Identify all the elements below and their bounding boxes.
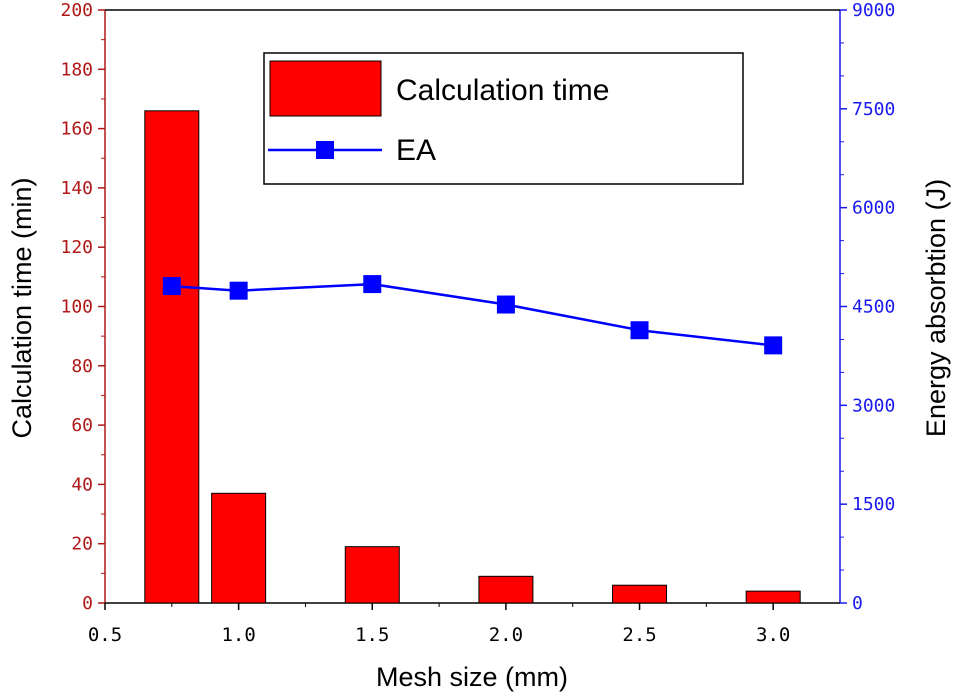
- left-tick-label: 140: [60, 178, 93, 199]
- legend-label-calculation-time: Calculation time: [396, 74, 609, 107]
- left-tick-label: 120: [60, 237, 93, 258]
- left-tick-label: 100: [60, 297, 93, 318]
- x-axis-title: Mesh size (mm): [376, 662, 568, 692]
- x-tick-label: 0.5: [88, 624, 122, 646]
- ea-marker: [496, 295, 515, 314]
- bar-series: [144, 110, 801, 604]
- bar: [478, 575, 534, 604]
- ea-marker: [162, 277, 181, 296]
- bar: [344, 546, 400, 604]
- right-tick-label: 4500: [852, 297, 895, 318]
- ea-line: [171, 282, 774, 347]
- left-tick-label: 180: [60, 59, 93, 80]
- ea-marker: [630, 321, 649, 340]
- bar: [144, 110, 200, 604]
- x-tick-label: 2.0: [489, 624, 523, 646]
- left-tick-label: 40: [71, 474, 93, 495]
- right-tick-label: 0: [852, 593, 863, 614]
- line-series: [162, 275, 783, 355]
- legend-marker-swatch: [316, 141, 334, 159]
- left-tick-label: 60: [71, 415, 93, 436]
- ea-marker: [229, 281, 248, 300]
- left-tick-label: 80: [71, 356, 93, 377]
- left-tick-label: 20: [71, 534, 93, 555]
- right-tick-label: 3000: [852, 395, 895, 416]
- x-tick-label: 3.0: [756, 624, 790, 646]
- left-tick-label: 0: [82, 593, 93, 614]
- bar: [612, 584, 668, 604]
- ea-marker: [363, 275, 382, 294]
- legend: Calculation time EA: [263, 52, 744, 185]
- left-tick-label: 160: [60, 119, 93, 140]
- right-tick-label: 1500: [852, 494, 895, 515]
- left-axis-title: Calculation time (min): [7, 177, 37, 438]
- x-tick-label: 1.0: [221, 624, 255, 646]
- legend-bar-swatch: [269, 60, 382, 117]
- bar: [745, 590, 801, 604]
- axes-layer: 0 20 40 60 80 100 120 140 160 180 200 0 1500 3000 4500…: [60, 0, 895, 646]
- legend-label-ea: EA: [396, 134, 436, 167]
- ea-marker: [764, 336, 783, 355]
- right-axis-title: Energy absorbtion (J): [921, 179, 951, 437]
- bar: [211, 492, 267, 604]
- right-tick-label: 7500: [852, 99, 895, 120]
- right-tick-label: 9000: [852, 0, 895, 21]
- x-tick-label: 2.5: [622, 624, 656, 646]
- left-tick-label: 200: [60, 0, 93, 21]
- x-tick-label: 1.5: [355, 624, 389, 646]
- right-tick-label: 6000: [852, 198, 895, 219]
